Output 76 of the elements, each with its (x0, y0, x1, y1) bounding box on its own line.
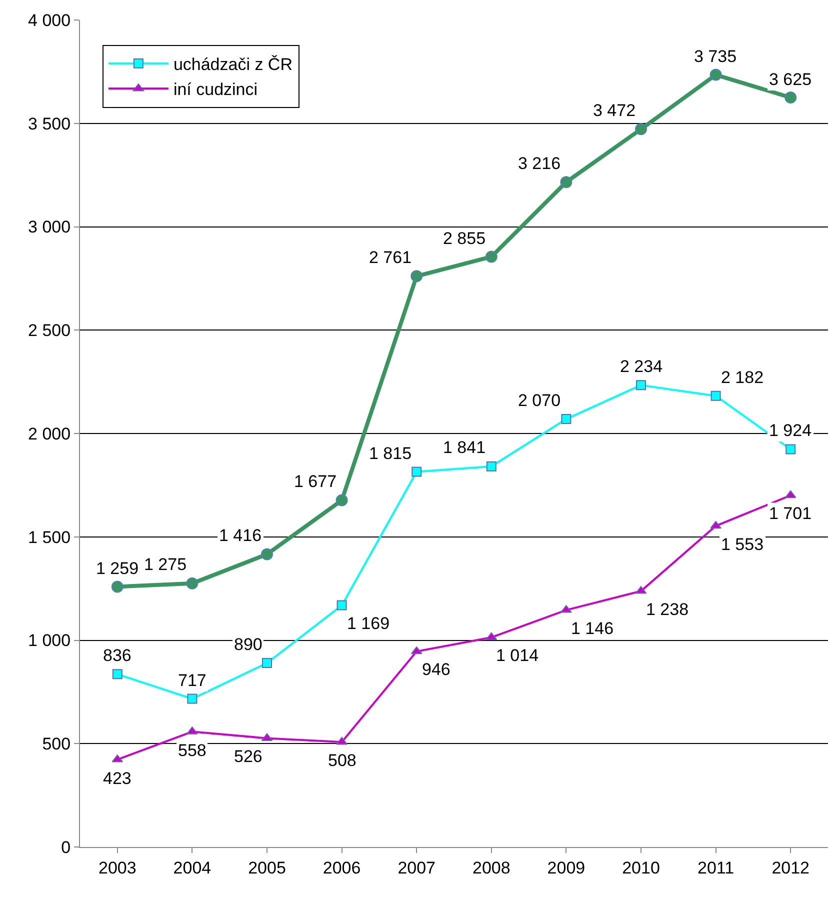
data-label: 717 (178, 671, 206, 690)
data-label: 1 841 (443, 438, 486, 457)
data-label: 3 625 (769, 70, 812, 89)
point (636, 380, 646, 390)
y-tick-label: 3 500 (28, 114, 71, 134)
data-label: 1 275 (144, 555, 187, 574)
data-label: 890 (234, 635, 262, 654)
point (410, 646, 422, 654)
data-label: 2 855 (443, 229, 486, 248)
point (112, 669, 122, 680)
point (784, 490, 796, 498)
point (486, 461, 496, 472)
point (412, 466, 422, 477)
legend-label: uchádzači z ČR (173, 54, 293, 74)
legend-label: iní cudzinci (173, 80, 258, 100)
data-label: 1 416 (219, 526, 262, 545)
data-label: 1 701 (769, 504, 812, 523)
x-tick-label: 2009 (547, 858, 586, 878)
data-label: 1 146 (571, 619, 614, 638)
point (262, 658, 272, 668)
data-label: 3 472 (593, 101, 636, 120)
x-tick-label: 2003 (98, 858, 136, 878)
data-label: 1 259 (96, 559, 139, 578)
point (710, 390, 721, 401)
point (186, 577, 198, 590)
y-tick-label: 2 000 (28, 424, 71, 444)
data-label: 526 (234, 747, 262, 766)
x-tick-label: 2006 (322, 858, 361, 878)
point (336, 600, 347, 610)
point (410, 270, 423, 282)
point (485, 250, 498, 263)
point (187, 694, 198, 704)
data-label: 1 677 (294, 472, 337, 491)
x-tick-label: 2007 (398, 858, 436, 878)
point (560, 176, 572, 188)
x-tick-label: 2005 (248, 858, 286, 878)
point (111, 580, 124, 593)
data-label: 1 238 (646, 600, 689, 619)
y-tick-label: 0 (61, 838, 71, 857)
data-label: 1 553 (721, 535, 764, 554)
point (710, 68, 722, 81)
point (261, 548, 273, 560)
point (784, 92, 797, 104)
point (710, 520, 722, 529)
data-label: 3 216 (518, 154, 561, 173)
y-tick-label: 1 500 (28, 528, 71, 547)
point (786, 444, 796, 454)
x-tick-label: 2008 (472, 858, 510, 878)
data-label: 508 (328, 751, 356, 770)
data-label: 1 924 (769, 421, 812, 440)
data-label: 2 182 (721, 368, 764, 387)
data-label: 2 070 (518, 391, 561, 410)
x-tick-label: 2004 (173, 858, 212, 878)
point (635, 123, 647, 136)
data-label: 558 (178, 741, 206, 760)
point (336, 736, 348, 745)
x-tick-label: 2011 (698, 858, 734, 878)
data-label: 423 (103, 769, 132, 788)
y-tick-label: 4 000 (28, 10, 71, 30)
data-label: 3 735 (694, 47, 737, 66)
x-tick-label: 2010 (622, 858, 660, 878)
y-tick-label: 2 500 (28, 321, 71, 340)
data-label: 1 815 (369, 444, 412, 463)
data-label: 946 (422, 660, 450, 679)
data-label: 2 234 (620, 357, 663, 376)
data-label: 2 761 (369, 248, 412, 267)
point (486, 632, 498, 640)
data-label: 1 014 (496, 646, 539, 665)
y-tick-label: 500 (42, 734, 71, 754)
x-tick-label: 2012 (772, 858, 810, 878)
y-tick-label: 1 000 (28, 631, 71, 650)
data-label: 1 169 (347, 614, 390, 633)
point (561, 414, 572, 424)
y-tick-label: 3 000 (28, 218, 71, 237)
point (336, 494, 348, 506)
data-label: 836 (103, 646, 132, 665)
